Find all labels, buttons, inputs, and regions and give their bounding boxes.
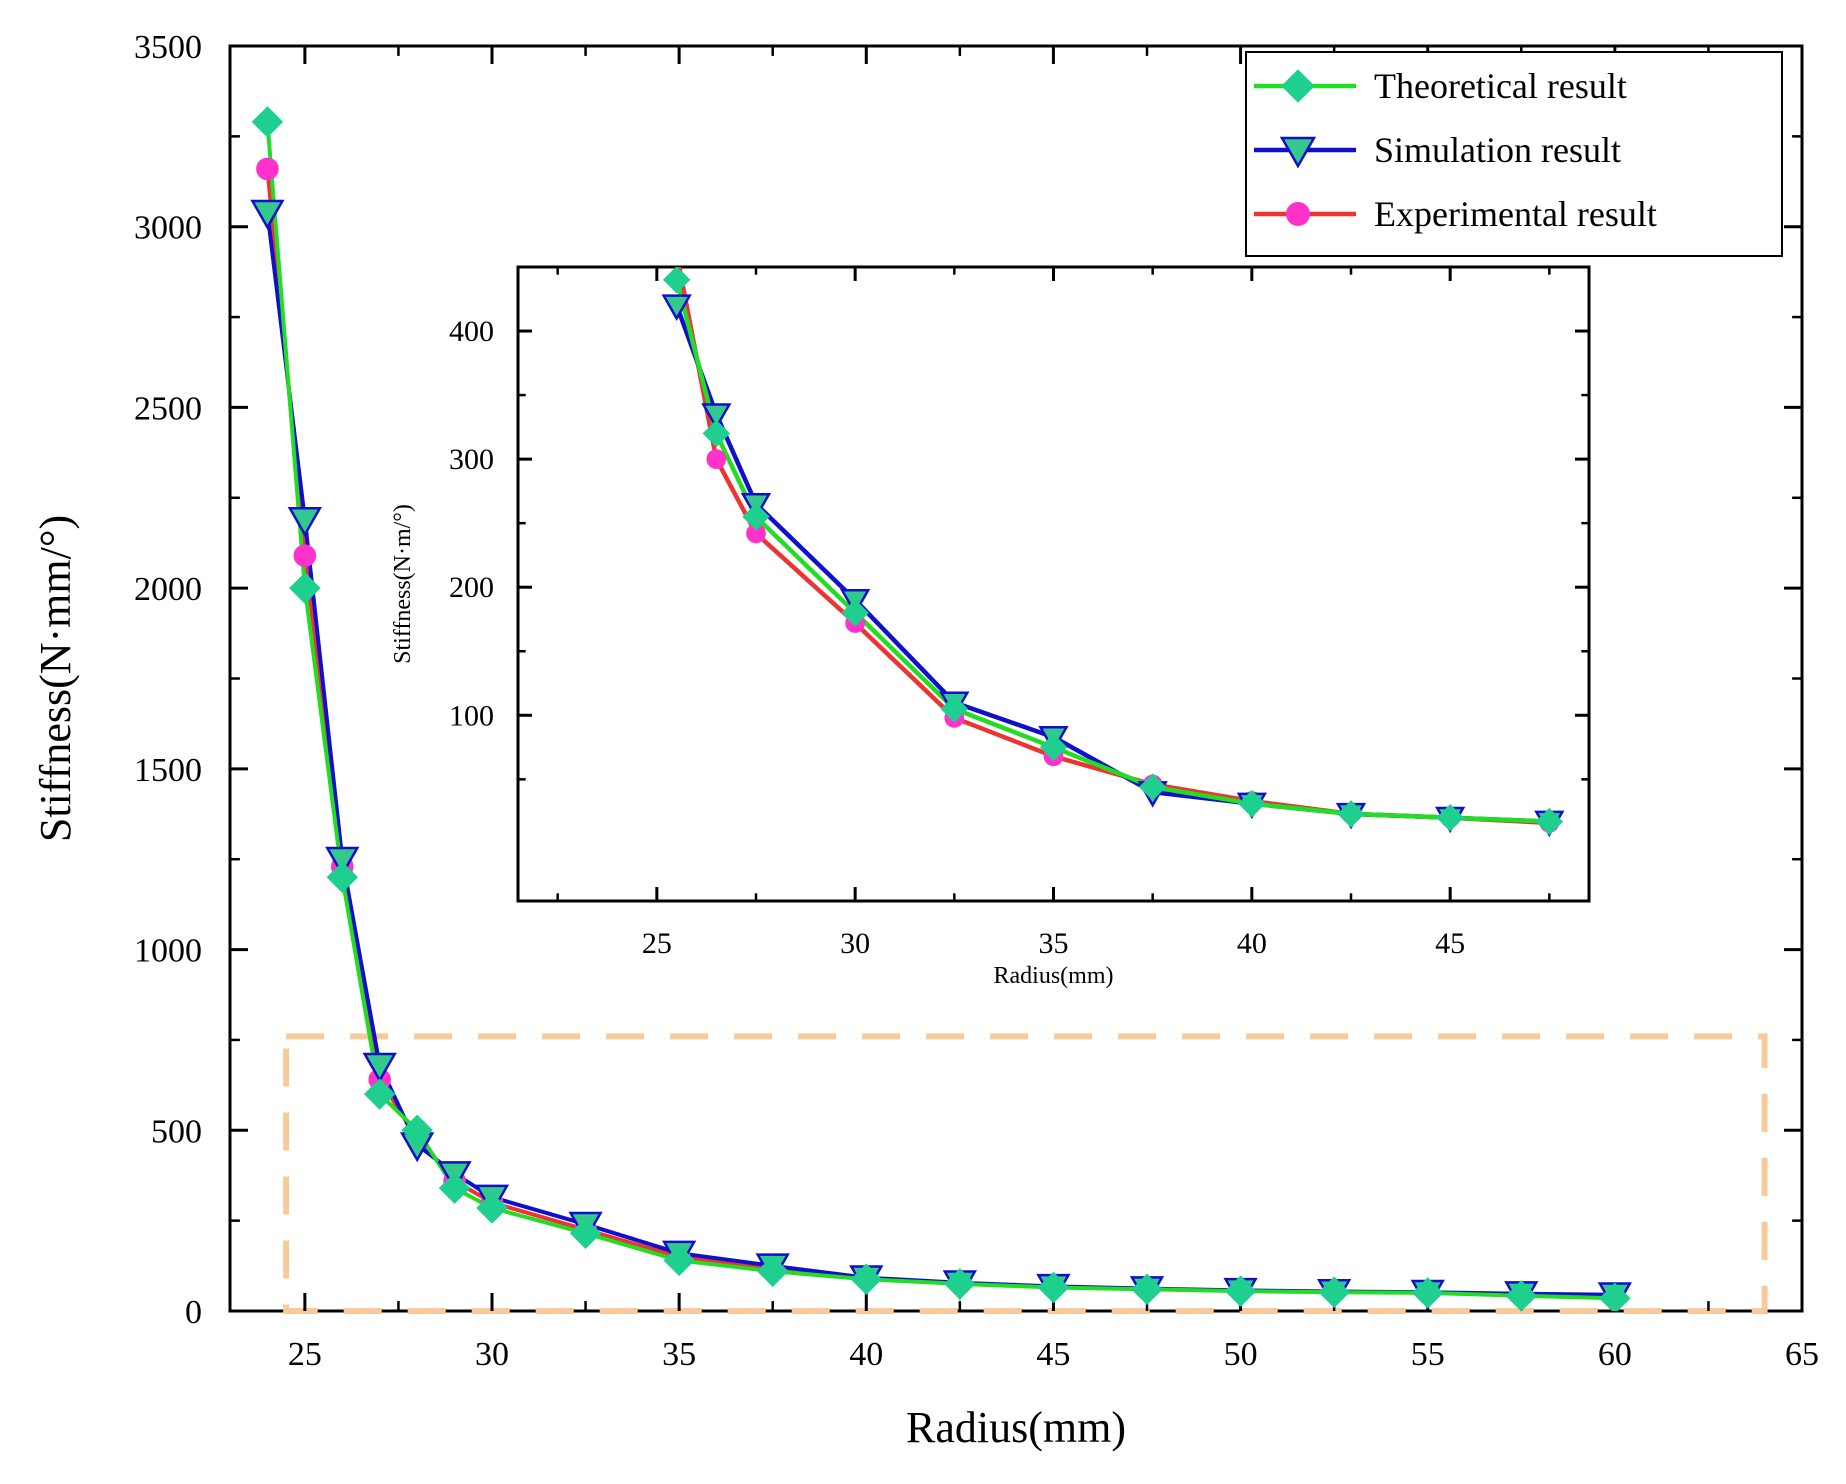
main-point-theoretical [850, 1263, 882, 1295]
zoom-region-box [283, 1033, 1768, 1315]
main-y-tick-label: 2500 [134, 390, 202, 427]
main-x-tick-label: 65 [1785, 1336, 1819, 1373]
inset-point-theoretical [1138, 773, 1167, 801]
inset-point-simulation [701, 403, 732, 430]
inset-point-theoretical [1535, 807, 1564, 836]
main-y-tick-label: 0 [185, 1294, 202, 1331]
inset-x-tick-label: 25 [642, 927, 672, 960]
main-x-tick-label: 55 [1411, 1336, 1445, 1373]
main-point-experimental [293, 544, 317, 567]
main-x-tick-label: 40 [849, 1336, 883, 1373]
inset-chart: 25 30 35 40 45 100 200 300 400 Radius(mm) Stiffnes… [390, 245, 1591, 989]
inset-y-tick-label: 200 [449, 571, 494, 604]
inset-y-tick-label: 300 [449, 443, 494, 476]
main-chart: 25 30 35 40 45 50 55 60 65 0 500 1000 1500 2000 2500 30… [31, 29, 1819, 1452]
inset-plot-frame [516, 265, 1591, 903]
inset-x-tick-label: 30 [840, 927, 870, 960]
main-point-theoretical [326, 861, 358, 893]
legend-marker-experimental [1285, 201, 1311, 227]
main-x-tick-label: 50 [1224, 1336, 1258, 1373]
legend-label-theoretical: Theoretical result [1374, 66, 1627, 106]
main-point-theoretical [757, 1255, 789, 1287]
inset-point-simulation [661, 294, 692, 321]
main-point-theoretical [1599, 1282, 1631, 1311]
inset-point-theoretical [1337, 800, 1365, 828]
main-point-theoretical [438, 1172, 471, 1204]
inset-point-theoretical [742, 503, 770, 531]
legend-marker-theoretical [1281, 69, 1315, 103]
main-point-theoretical [1505, 1280, 1537, 1311]
main-y-tick-label: 3500 [134, 29, 202, 66]
inset-point-theoretical [841, 599, 869, 627]
inset-x-tick-label: 45 [1435, 927, 1465, 960]
inset-x-tick-label: 40 [1237, 927, 1267, 960]
inset-y-axis-title: Stiffness(N·m/°) [390, 504, 416, 664]
main-point-simulation [325, 846, 360, 877]
inset-x-axis-title: Radius(mm) [994, 963, 1114, 989]
inset-point-experimental [667, 245, 686, 264]
main-point-theoretical [944, 1268, 976, 1300]
main-point-theoretical [364, 1078, 396, 1110]
main-y-tick-label: 3000 [134, 210, 202, 247]
main-point-theoretical [1412, 1277, 1444, 1309]
inset-y-tick-label: 400 [449, 315, 494, 348]
main-point-theoretical [289, 572, 321, 604]
main-point-theoretical [476, 1192, 508, 1224]
main-x-tick-label: 45 [1036, 1336, 1070, 1373]
inset-series-group [661, 245, 1565, 838]
inset-point-theoretical [1039, 733, 1068, 762]
main-y-axis-title: Stiffness(N·mm/°) [31, 515, 80, 842]
main-point-theoretical [401, 1114, 433, 1146]
main-point-simulation [287, 506, 323, 537]
main-x-tick-label: 60 [1598, 1336, 1632, 1373]
main-point-simulation [250, 199, 285, 230]
inset-point-theoretical [662, 267, 691, 294]
inset-x-tick-label: 35 [1039, 927, 1069, 960]
main-y-tick-label: 1000 [134, 933, 202, 970]
main-point-theoretical [1224, 1275, 1257, 1307]
main-y-tick-label: 500 [151, 1113, 202, 1150]
main-y-tick-label: 2000 [134, 571, 202, 608]
inset-y-tick-label: 100 [449, 699, 494, 732]
inset-point-theoretical [702, 419, 731, 448]
main-point-theoretical [569, 1217, 602, 1249]
main-x-tick-label: 35 [662, 1336, 696, 1373]
legend-marker-simulation [1279, 136, 1317, 169]
legend-label-experimental: Experimental result [1374, 194, 1657, 234]
main-point-theoretical [251, 106, 284, 138]
inset-point-experimental [706, 449, 727, 469]
inset-point-theoretical [1238, 789, 1266, 818]
main-point-experimental [256, 157, 279, 181]
inset-point-theoretical [1436, 804, 1464, 832]
legend-label-simulation: Simulation result [1374, 130, 1621, 170]
inset-point-theoretical [940, 695, 969, 723]
main-x-tick-label: 30 [475, 1336, 509, 1373]
main-point-theoretical [1318, 1276, 1350, 1308]
legend: Theoretical result Simulation result Exper… [1245, 51, 1783, 257]
main-point-theoretical [1037, 1271, 1070, 1304]
main-x-axis-title: Radius(mm) [906, 1403, 1126, 1452]
main-point-theoretical [663, 1244, 695, 1277]
main-point-theoretical [1131, 1273, 1163, 1306]
main-series-group [250, 106, 1633, 1311]
main-point-simulation [362, 1052, 397, 1083]
main-x-tick-label: 25 [288, 1336, 322, 1373]
main-y-tick-label: 1500 [134, 752, 202, 789]
